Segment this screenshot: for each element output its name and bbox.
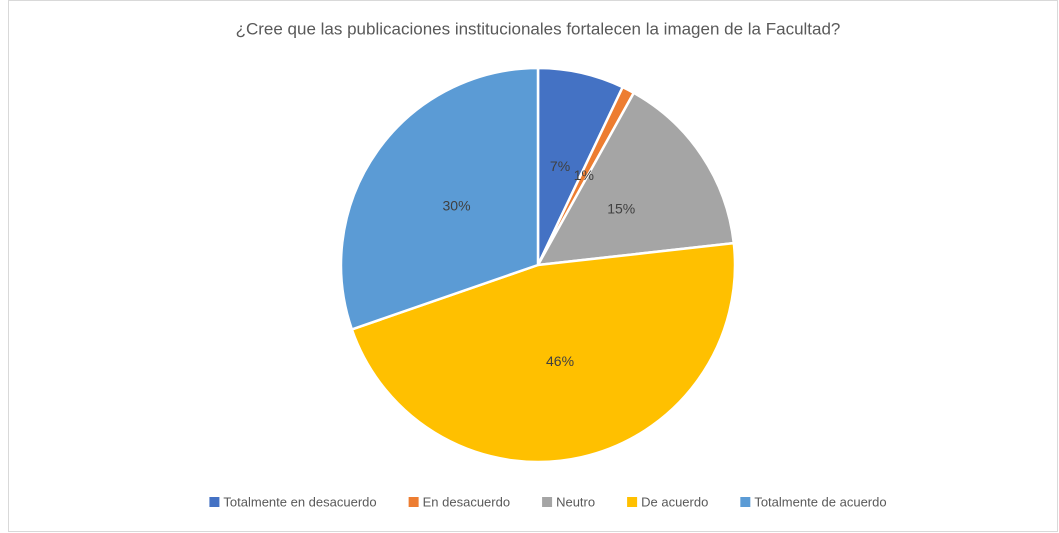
legend-label: En desacuerdo [423, 494, 510, 509]
legend-swatch [627, 497, 638, 507]
legend-swatch [408, 497, 419, 507]
data-label: 46% [546, 353, 574, 369]
legend-label: De acuerdo [641, 494, 708, 509]
pie-slice [339, 66, 540, 332]
pie-slice [350, 241, 737, 464]
legend-swatch [542, 497, 553, 507]
legend-label: Totalmente en desacuerdo [223, 494, 376, 509]
chart-title: ¿Cree que las publicaciones instituciona… [236, 19, 841, 38]
data-label: 7% [550, 158, 570, 174]
pie-slice [535, 91, 736, 267]
legend-swatch [740, 497, 751, 507]
legend-label: Neutro [556, 494, 595, 509]
legend-swatch [209, 497, 220, 507]
data-label: 15% [607, 200, 635, 216]
data-label: 30% [443, 198, 471, 214]
data-label: 1% [574, 167, 594, 183]
legend-label: Totalmente de acuerdo [754, 494, 886, 509]
